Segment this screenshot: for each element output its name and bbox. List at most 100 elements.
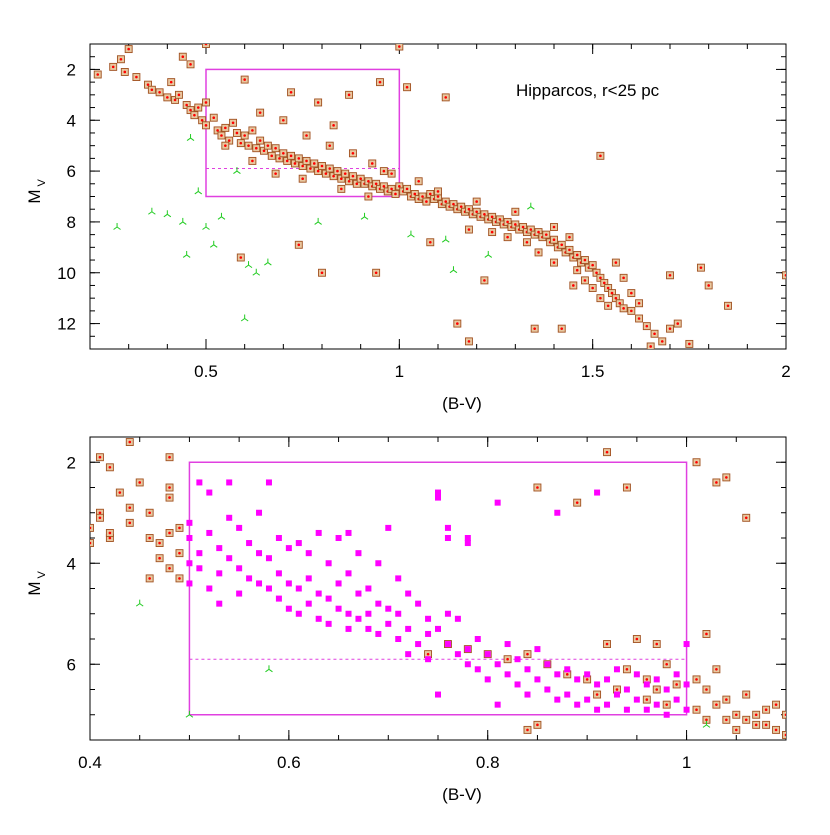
point-dot — [328, 144, 332, 147]
selected-point — [206, 585, 213, 592]
point-dot — [398, 45, 401, 48]
star-point — [155, 554, 164, 563]
star-point — [580, 276, 589, 285]
point-dot — [297, 243, 301, 247]
y-tick-label: 4 — [67, 111, 76, 130]
point-dot — [169, 80, 173, 84]
point-dot — [444, 96, 448, 99]
star-point — [685, 339, 694, 348]
tripod-arm — [135, 603, 141, 607]
star-point — [248, 156, 257, 165]
point-dot — [390, 187, 393, 191]
point-dot — [266, 144, 270, 147]
selected-point — [345, 529, 352, 536]
point-dot — [630, 291, 633, 295]
point-dot — [565, 673, 569, 676]
star-point — [325, 164, 334, 173]
point-dot — [158, 90, 161, 94]
selected-point — [256, 550, 263, 557]
x-axis-title: (B-V) — [442, 394, 482, 413]
star-point — [635, 299, 644, 308]
tripod-arm — [194, 191, 199, 195]
point-dot — [668, 273, 672, 277]
point-dot — [645, 324, 649, 328]
point-dot — [784, 713, 786, 717]
star-point — [722, 715, 731, 724]
star-point — [236, 139, 245, 148]
star-point — [464, 225, 473, 234]
tripod-point — [186, 134, 195, 141]
point-dot — [436, 190, 440, 193]
star-point — [635, 314, 644, 323]
selected-point — [325, 595, 332, 602]
selection-box — [205, 68, 401, 198]
point-dot — [595, 693, 599, 696]
point-dot — [128, 440, 132, 444]
point-dot — [382, 169, 386, 173]
tripod-arm — [179, 221, 184, 225]
star-point — [712, 478, 721, 487]
selected-point — [683, 681, 690, 688]
point-dot — [705, 688, 708, 691]
tripod-arm — [410, 234, 415, 238]
selected-point — [504, 641, 511, 648]
point-dot — [227, 139, 231, 142]
point-dot — [108, 531, 112, 535]
star-point — [310, 159, 319, 168]
star-point — [298, 174, 307, 183]
star-point — [724, 301, 732, 310]
star-point — [325, 141, 334, 150]
point-dot — [784, 733, 786, 737]
selected-point — [395, 636, 402, 642]
tripod-point — [233, 167, 241, 174]
point-dot — [536, 723, 539, 727]
selected-point — [236, 590, 243, 597]
point-dot — [575, 501, 579, 504]
y-axis-title-main: M — [25, 189, 44, 203]
selected-point — [594, 706, 601, 713]
point-dot — [297, 157, 301, 160]
point-dot — [529, 228, 533, 231]
tripod-arm — [182, 254, 187, 258]
point-dot — [475, 200, 478, 203]
point-dot — [637, 317, 641, 320]
star-point — [186, 60, 195, 69]
selected-point — [534, 646, 541, 653]
selected-point — [464, 646, 471, 653]
point-square — [782, 710, 786, 719]
selected-point — [206, 489, 213, 496]
selected-point — [196, 479, 203, 486]
selected-point — [196, 550, 203, 557]
star-point — [569, 281, 578, 290]
star-point — [702, 630, 711, 638]
star-point — [155, 539, 164, 547]
plot-area — [90, 438, 786, 739]
star-point — [132, 73, 141, 81]
point-dot — [514, 210, 517, 214]
y-axis-title-sub: V — [36, 179, 48, 187]
point-dot — [405, 187, 409, 191]
selected-point — [464, 535, 471, 541]
selected-point — [594, 681, 601, 688]
point-dot — [560, 327, 564, 330]
selected-point — [196, 565, 203, 572]
selected-point — [265, 555, 272, 562]
selected-point — [444, 524, 451, 531]
point-dot — [251, 129, 254, 132]
star-point — [646, 342, 655, 349]
tripod-arm — [244, 264, 249, 269]
selected-point — [256, 509, 263, 516]
point-dot — [274, 172, 277, 175]
star-point — [480, 276, 489, 285]
point-dot — [231, 121, 235, 125]
selected-point — [504, 671, 511, 678]
tripod-arm — [185, 714, 190, 718]
star-point — [267, 151, 276, 160]
point-dot — [320, 271, 324, 275]
point-dot — [754, 723, 758, 727]
point-dot — [425, 200, 428, 203]
tripod-arm — [484, 254, 489, 258]
tripod-arm — [240, 318, 245, 322]
point-dot — [544, 233, 548, 236]
point-dot — [340, 177, 343, 181]
